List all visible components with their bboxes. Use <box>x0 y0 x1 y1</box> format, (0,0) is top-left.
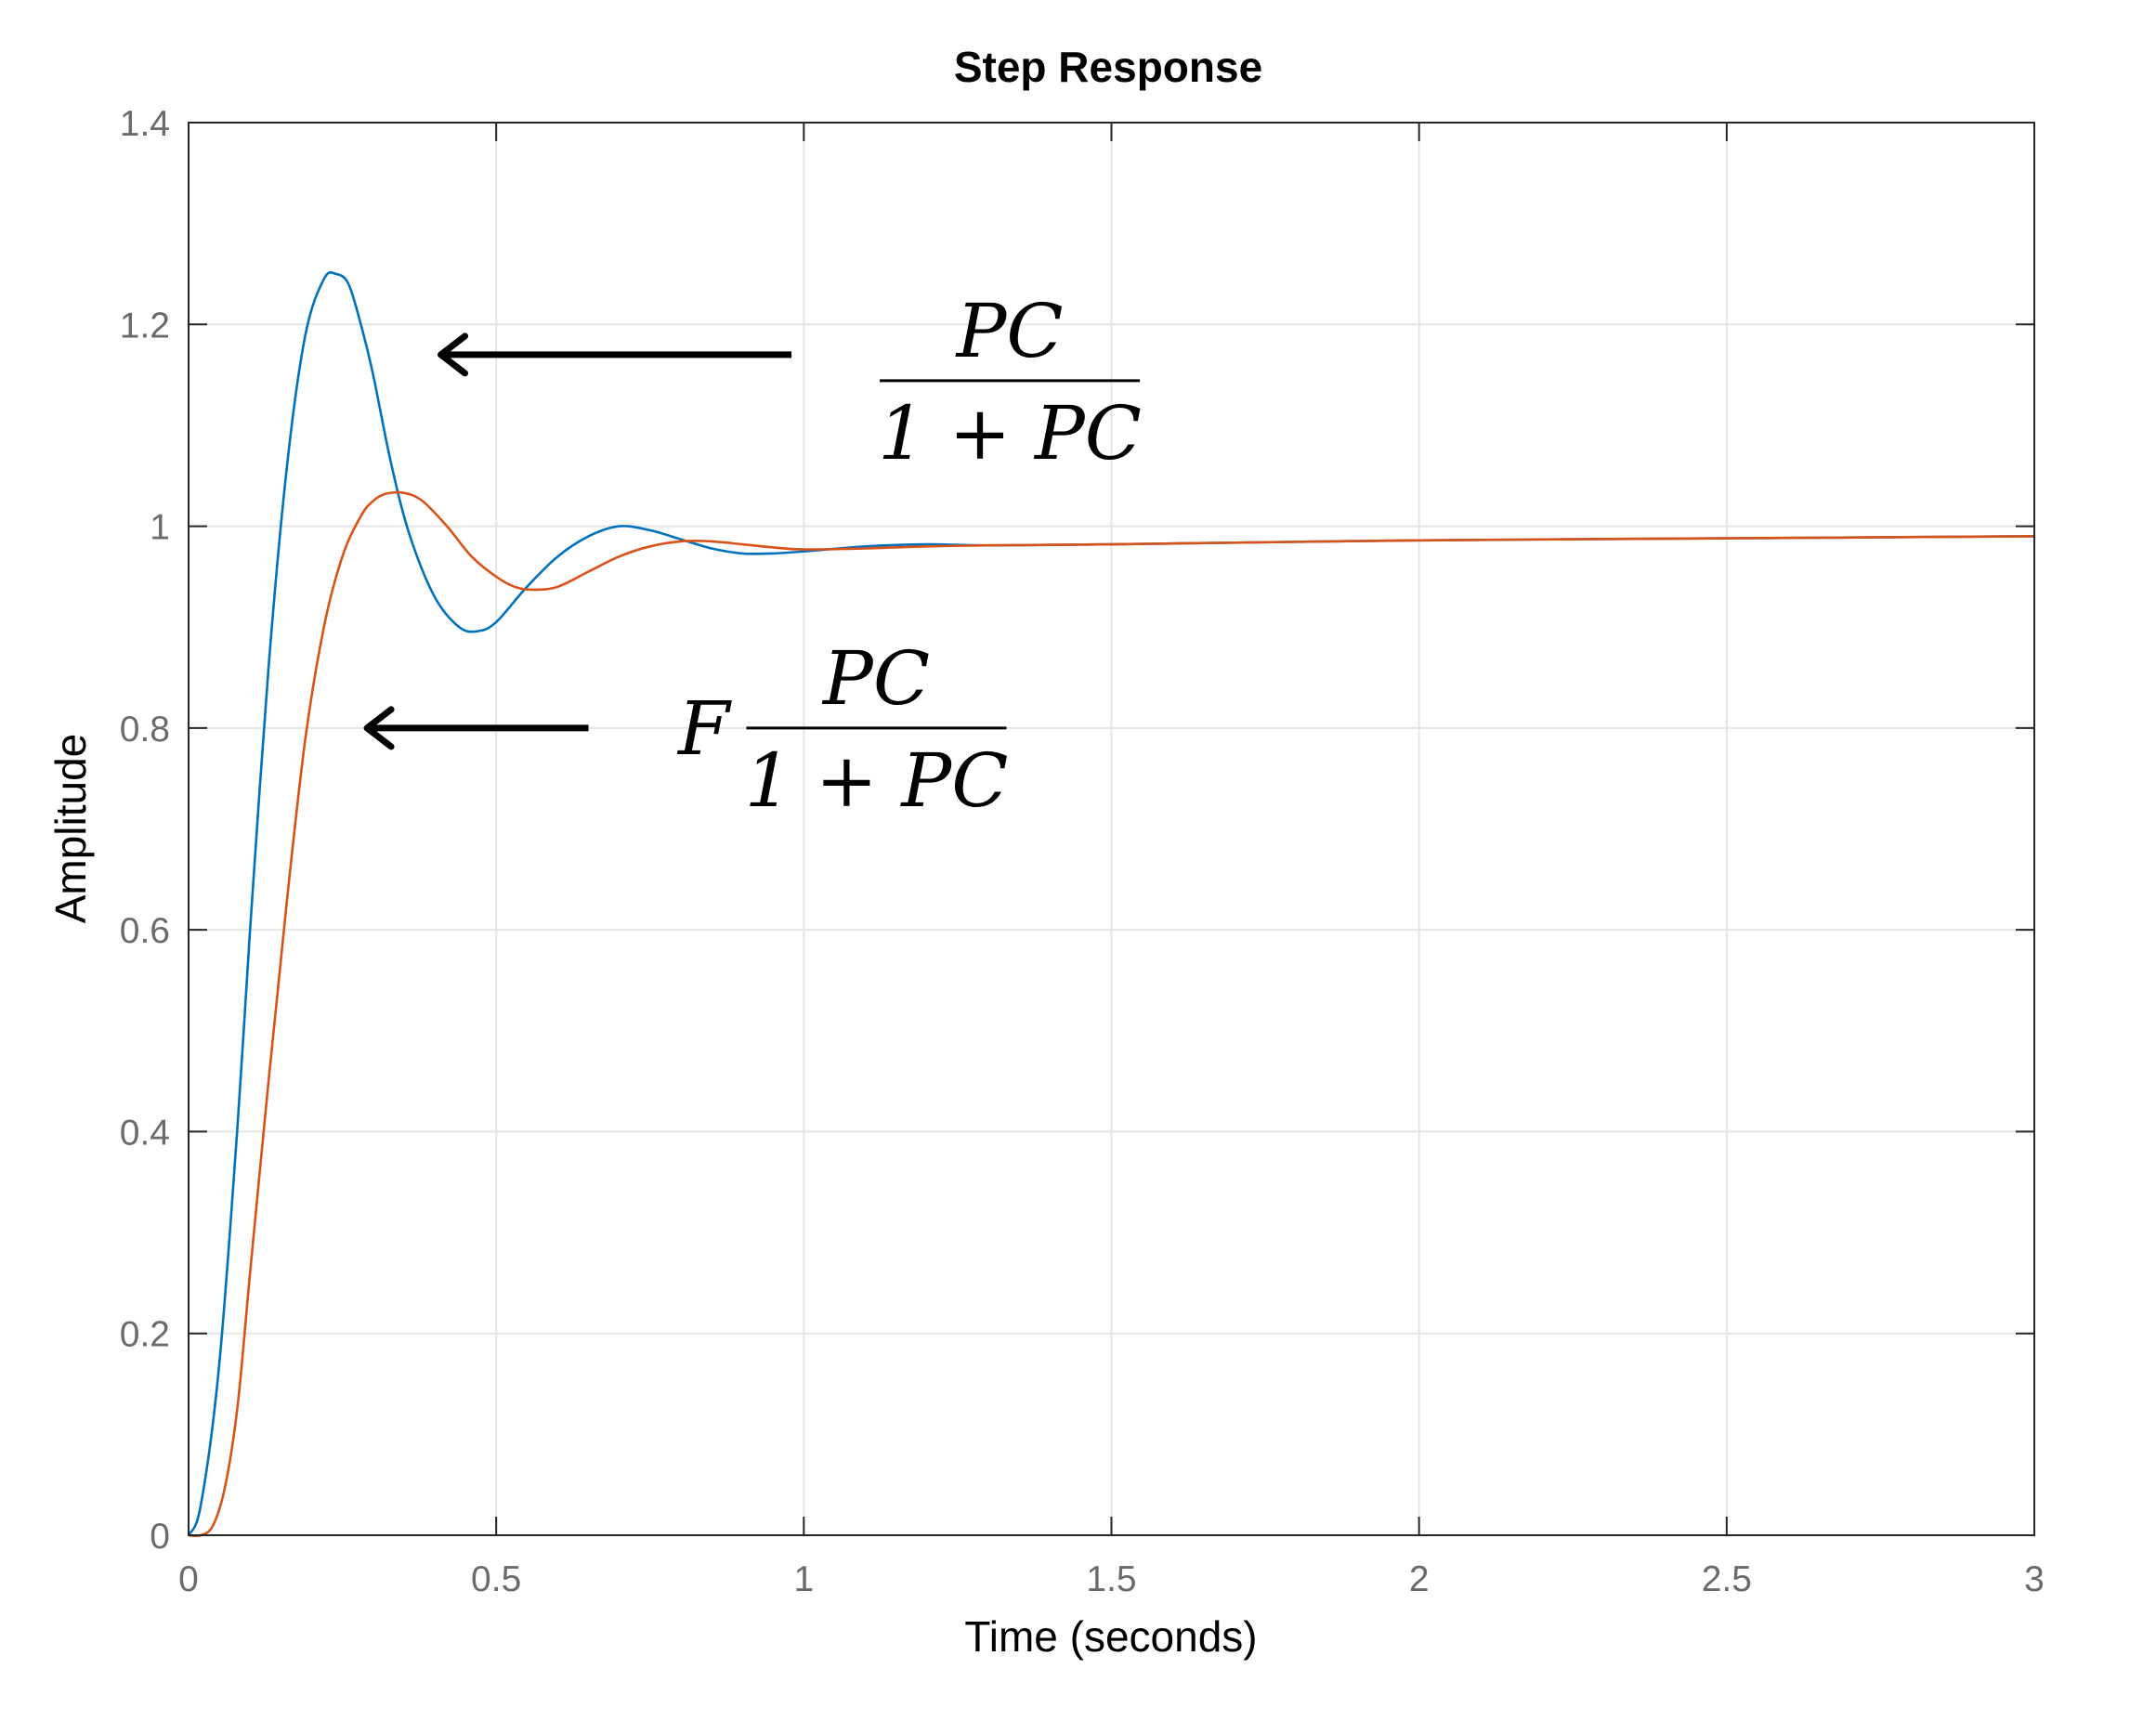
chart-title: Step Response <box>954 43 1262 91</box>
axes-box <box>188 122 2035 1536</box>
tick-labels: 0 0.5 1 1.5 2 2.5 3 0 0.2 0.4 0.6 0.8 1 1.2 1.4 <box>120 104 2045 1599</box>
annotation-prefix: F <box>676 685 732 772</box>
annotation-denominator: 1 + PC <box>878 390 1142 476</box>
x-tick-label: 2.5 <box>1702 1559 1752 1599</box>
y-tick-label: 1.4 <box>120 104 170 144</box>
series-line-2 <box>188 490 2035 1538</box>
annotation-arrow-head <box>438 332 469 377</box>
y-tick-label: 0.6 <box>120 911 170 951</box>
x-axis-label: Time (seconds) <box>964 1612 1257 1661</box>
y-tick-label: 0.8 <box>120 710 170 750</box>
annotation-numerator: PC <box>821 635 930 722</box>
annotation-denominator: 1 + PC <box>745 737 1009 824</box>
x-tick-label: 0.5 <box>471 1559 521 1599</box>
annotation-numerator: PC <box>955 288 1064 374</box>
y-tick-label: 0.4 <box>120 1113 170 1153</box>
x-tick-label: 1.5 <box>1086 1559 1136 1599</box>
y-tick-label: 0 <box>150 1517 170 1557</box>
y-tick-label: 1 <box>150 508 170 548</box>
annotation-arrow-head <box>363 706 395 750</box>
series-lines <box>187 270 2035 1538</box>
y-tick-label: 0.2 <box>120 1315 170 1355</box>
y-axis-label: Amplitude <box>46 734 95 924</box>
x-tick-label: 0 <box>178 1559 199 1599</box>
x-tick-label: 3 <box>2024 1559 2045 1599</box>
x-tick-label: 2 <box>1409 1559 1430 1599</box>
x-tick-label: 1 <box>793 1559 814 1599</box>
y-tick-label: 1.2 <box>120 306 170 345</box>
